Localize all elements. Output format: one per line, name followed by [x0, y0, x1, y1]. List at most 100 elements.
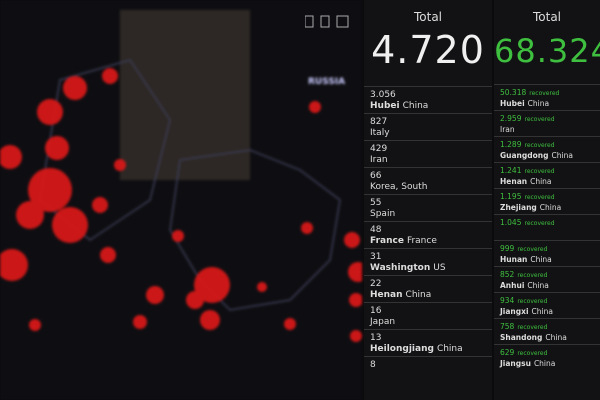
- count: 3.056: [370, 90, 396, 100]
- recovered-header: Total 68.324: [494, 0, 600, 70]
- count: 1.289: [500, 140, 522, 149]
- count: 8: [370, 360, 376, 370]
- icon[interactable]: [305, 15, 314, 28]
- status: recovered: [524, 168, 555, 175]
- place: Washington: [370, 263, 431, 273]
- list-row[interactable]: 999 recovered Hunan China: [494, 240, 600, 266]
- map: RUSSIA: [0, 10, 362, 342]
- country: China: [405, 290, 432, 300]
- list-row[interactable]: 8: [364, 356, 492, 383]
- count: 2.959: [500, 114, 522, 123]
- count: 13: [370, 333, 382, 343]
- status: recovered: [524, 142, 555, 149]
- place: Guangdong: [500, 151, 549, 160]
- status: recovered: [517, 298, 548, 305]
- status: recovered: [517, 246, 548, 253]
- overlay: [120, 10, 250, 180]
- place: Heilongjiang: [370, 344, 434, 354]
- list-row[interactable]: 827 Italy: [364, 113, 492, 140]
- icon[interactable]: [336, 15, 349, 28]
- title: Total: [413, 10, 443, 24]
- list-row[interactable]: 1.195 recovered Zhejiang China: [494, 188, 600, 214]
- list-row[interactable]: 16 Japan: [364, 302, 492, 329]
- country: Korea, South: [370, 182, 428, 192]
- place: Anhui: [500, 281, 525, 290]
- country: China: [527, 281, 549, 290]
- list-row[interactable]: 758 recovered Shandong China: [494, 318, 600, 344]
- status: recovered: [524, 116, 555, 123]
- count: 22: [370, 279, 382, 289]
- list-row[interactable]: 1.045 recovered: [494, 214, 600, 240]
- list-row[interactable]: 429 Iran: [364, 140, 492, 167]
- list-row[interactable]: 50.318 recovered Hubei China: [494, 84, 600, 110]
- place: Shandong: [500, 333, 543, 342]
- title: Total: [532, 10, 562, 24]
- country: France: [406, 236, 437, 246]
- list-row[interactable]: 48 France France: [364, 221, 492, 248]
- count: 999: [500, 244, 515, 253]
- count: 852: [500, 270, 515, 279]
- country: US: [433, 263, 446, 273]
- country: China: [402, 101, 429, 111]
- count: 1.241: [500, 166, 522, 175]
- country: Japan: [370, 317, 396, 327]
- place: Zhejiang: [500, 203, 537, 212]
- country: Iran: [500, 125, 515, 134]
- count: 31: [370, 252, 382, 262]
- confirmed-header: Total 4.720: [364, 0, 492, 72]
- count: 429: [370, 144, 388, 154]
- count: 50.318: [500, 88, 527, 97]
- recovered-panel: Total 68.324 50.318recoveredHubeiChina2.…: [494, 0, 600, 400]
- count: 16: [370, 306, 382, 316]
- status: recovered: [524, 194, 555, 201]
- list-row[interactable]: 629 recovered Jiangsu China: [494, 344, 600, 370]
- count: 758: [500, 322, 515, 331]
- country: China: [530, 177, 552, 186]
- place: Henan: [370, 290, 403, 300]
- list: 50.318 recovered Hubei China 2.959 recovered I…: [494, 84, 600, 370]
- list-row[interactable]: 934 recovered Jiangxi China: [494, 292, 600, 318]
- list-row[interactable]: 66 Korea, South: [364, 167, 492, 194]
- status: recovered: [529, 90, 560, 97]
- list-row[interactable]: 55 Spain: [364, 194, 492, 221]
- list-row[interactable]: 1.289 recovered Guangdong China: [494, 136, 600, 162]
- place: Jiangsu: [500, 359, 531, 368]
- place: France: [370, 236, 404, 246]
- list-row[interactable]: 2.959 recovered Iran: [494, 110, 600, 136]
- total: 4.720: [371, 28, 485, 72]
- count: 1.195: [500, 192, 522, 201]
- place: Hunan: [500, 255, 528, 264]
- count: 827: [370, 117, 388, 127]
- country: Iran: [370, 155, 388, 165]
- country: Spain: [370, 209, 396, 219]
- status: recovered: [517, 350, 548, 357]
- country: China: [531, 307, 553, 316]
- count: 55: [370, 198, 382, 208]
- dots: [0, 68, 362, 342]
- list-row[interactable]: 31 Washington US: [364, 248, 492, 275]
- confirmed-panel: Total 4.720 3.056 Hubei China 827 Italy 429 Ir…: [364, 0, 492, 400]
- list-row[interactable]: 852 recovered Anhui China: [494, 266, 600, 292]
- count: 1.045: [500, 218, 522, 227]
- place: Hubei: [370, 101, 400, 111]
- status: recovered: [517, 324, 548, 331]
- border: [169, 149, 341, 311]
- country: China: [527, 99, 550, 108]
- place: Jiangxi: [500, 307, 529, 316]
- list-row[interactable]: 13 Heilongjiang China: [364, 329, 492, 356]
- icon[interactable]: [320, 15, 330, 28]
- country: China: [530, 255, 552, 264]
- country: China: [436, 344, 463, 354]
- count: 48: [370, 225, 382, 235]
- list-row[interactable]: 1.241 recovered Henan China: [494, 162, 600, 188]
- place: Hubei: [500, 99, 525, 108]
- list-row[interactable]: 3.056 Hubei China: [364, 86, 492, 113]
- place: Henan: [500, 177, 528, 186]
- count: 629: [500, 348, 515, 357]
- country: China: [539, 203, 562, 212]
- status: recovered: [517, 272, 548, 279]
- count: 66: [370, 171, 382, 181]
- toolbar: [305, 15, 349, 28]
- list-row[interactable]: 22 Henan China: [364, 275, 492, 302]
